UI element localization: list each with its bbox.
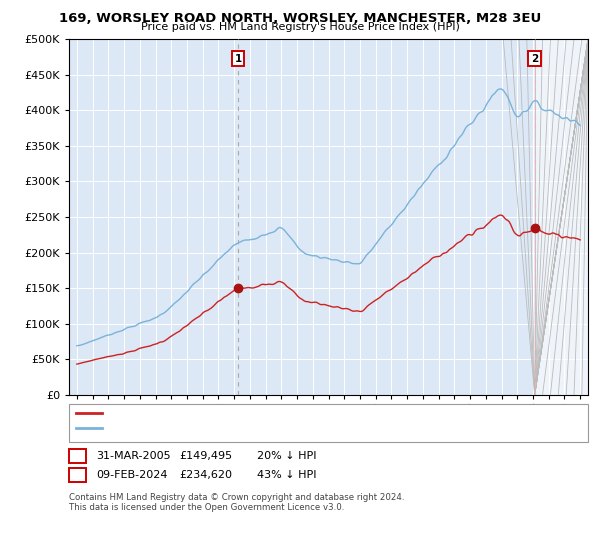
Text: 43% ↓ HPI: 43% ↓ HPI bbox=[257, 470, 316, 480]
Text: 169, WORSLEY ROAD NORTH, WORSLEY, MANCHESTER, M28 3EU: 169, WORSLEY ROAD NORTH, WORSLEY, MANCHE… bbox=[59, 12, 541, 25]
Text: 2: 2 bbox=[74, 470, 81, 480]
Text: 09-FEB-2024: 09-FEB-2024 bbox=[97, 470, 168, 480]
Text: Contains HM Land Registry data © Crown copyright and database right 2024.
This d: Contains HM Land Registry data © Crown c… bbox=[69, 493, 404, 512]
Text: 31-MAR-2005: 31-MAR-2005 bbox=[97, 451, 171, 461]
Text: £234,620: £234,620 bbox=[179, 470, 232, 480]
Text: 1: 1 bbox=[235, 54, 242, 64]
Text: 20% ↓ HPI: 20% ↓ HPI bbox=[257, 451, 316, 461]
Text: 169, WORSLEY ROAD NORTH, WORSLEY, MANCHESTER, M28 3EU (detached house): 169, WORSLEY ROAD NORTH, WORSLEY, MANCHE… bbox=[107, 409, 502, 418]
Text: 1: 1 bbox=[74, 451, 81, 461]
Text: £149,495: £149,495 bbox=[179, 451, 232, 461]
Text: Price paid vs. HM Land Registry's House Price Index (HPI): Price paid vs. HM Land Registry's House … bbox=[140, 22, 460, 32]
Text: HPI: Average price, detached house, Salford: HPI: Average price, detached house, Salf… bbox=[107, 423, 316, 432]
Text: 2: 2 bbox=[531, 54, 538, 64]
